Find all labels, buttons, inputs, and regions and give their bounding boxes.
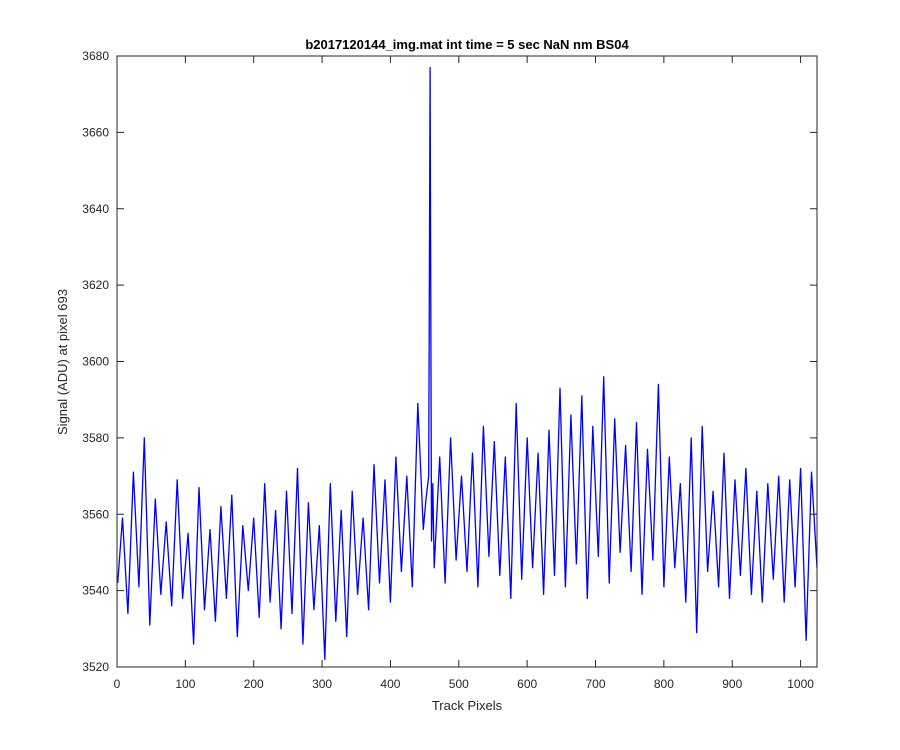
y-tick-label: 3600	[82, 355, 109, 369]
x-axis-title: Track Pixels	[432, 698, 503, 713]
x-tick-label: 200	[244, 677, 264, 691]
y-tick-label: 3680	[82, 49, 109, 63]
series-line	[117, 66, 818, 661]
y-tick-label: 3520	[82, 660, 109, 674]
y-tick-label: 3580	[82, 431, 109, 445]
y-tick-label: 3640	[82, 202, 109, 216]
x-tick-label: 900	[722, 677, 742, 691]
y-tick-label: 3560	[82, 507, 109, 521]
y-tick-label: 3620	[82, 278, 109, 292]
x-tick-label: 1000	[787, 677, 814, 691]
x-tick-label: 300	[312, 677, 332, 691]
x-tick-label: 800	[654, 677, 674, 691]
x-tick-label: 600	[517, 677, 537, 691]
y-tick-label: 3660	[82, 125, 109, 139]
x-tick-label: 700	[586, 677, 606, 691]
x-tick-label: 100	[175, 677, 195, 691]
chart-title: b2017120144_img.mat int time = 5 sec NaN…	[305, 37, 629, 52]
x-tick-label: 400	[380, 677, 400, 691]
x-tick-label: 0	[114, 677, 121, 691]
plot-area	[117, 56, 817, 667]
y-tick-label: 3540	[82, 584, 109, 598]
y-axis-title: Signal (ADU) at pixel 693	[55, 289, 70, 435]
x-tick-label: 500	[449, 677, 469, 691]
